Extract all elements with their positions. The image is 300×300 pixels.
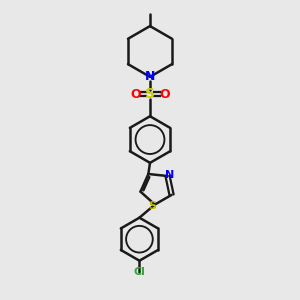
Text: S: S [145,87,155,101]
Text: N: N [145,70,155,83]
Text: O: O [130,88,141,101]
Text: S: S [148,201,156,211]
Text: Cl: Cl [134,267,146,277]
Text: O: O [159,88,169,101]
Text: N: N [165,170,175,180]
